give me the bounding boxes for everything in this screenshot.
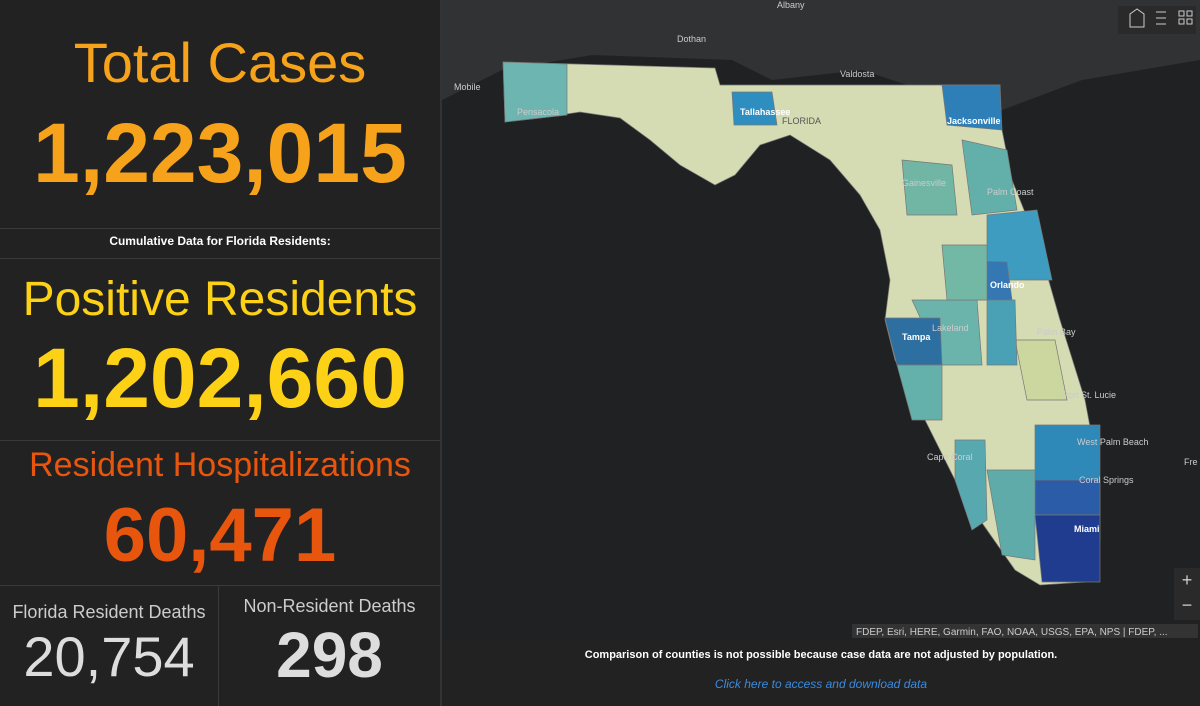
zoom-out[interactable]: − bbox=[1182, 595, 1193, 615]
home-button[interactable] bbox=[1129, 8, 1145, 28]
place-label: Tampa bbox=[902, 332, 931, 342]
place-label: Miami bbox=[1074, 524, 1100, 534]
place-label: Orlando bbox=[990, 280, 1025, 290]
place-label: Dothan bbox=[677, 34, 706, 44]
total-cases-value: 1,223,015 bbox=[33, 106, 407, 200]
place-label: Valdosta bbox=[840, 69, 874, 79]
divider bbox=[0, 258, 440, 259]
place-label: Port St. Lucie bbox=[1062, 390, 1116, 400]
place-label: Cape Coral bbox=[927, 452, 973, 462]
legend-button[interactable] bbox=[1156, 11, 1166, 25]
basemap-button[interactable] bbox=[1178, 10, 1193, 25]
download-link[interactable]: Click here to access and download data bbox=[715, 677, 927, 691]
positive-label: Positive Residents bbox=[22, 273, 418, 326]
place-label: Albany bbox=[777, 0, 805, 10]
florida bbox=[502, 61, 1101, 586]
attribution-bar bbox=[852, 624, 1198, 638]
place-label: FLORIDA bbox=[782, 116, 821, 126]
nonres-value: 298 bbox=[276, 619, 383, 691]
hosp-label: Resident Hospitalizations bbox=[29, 446, 411, 484]
place-label: Palm Bay bbox=[1037, 327, 1076, 337]
left-panel bbox=[0, 0, 442, 706]
place-label: Tallahassee bbox=[740, 107, 790, 117]
place-label: Mobile bbox=[454, 82, 481, 92]
deaths-label: Florida Resident Deaths bbox=[12, 602, 206, 622]
attribution: FDEP, Esri, HERE, Garmin, FAO, NOAA, USG… bbox=[856, 627, 1168, 638]
place-label: Fre bbox=[1184, 457, 1198, 467]
place-label: Pensacola bbox=[517, 107, 559, 117]
footer-note: Comparison of counties is not possible b… bbox=[585, 649, 1057, 661]
footer bbox=[442, 640, 1200, 706]
divider bbox=[0, 440, 440, 441]
subtitle: Cumulative Data for Florida Residents: bbox=[109, 234, 331, 248]
nonres-label: Non-Resident Deaths bbox=[243, 596, 416, 616]
hosp-value: 60,471 bbox=[103, 493, 337, 578]
place-label: Coral Springs bbox=[1079, 475, 1134, 485]
place-label: Jacksonville bbox=[947, 116, 1001, 126]
divider bbox=[0, 585, 440, 586]
zoom-in[interactable]: + bbox=[1182, 570, 1193, 590]
zoom-control[interactable] bbox=[1174, 568, 1200, 620]
divider bbox=[0, 228, 440, 229]
map[interactable]: Albany Dothan Mobile Valdosta Pensacola Talla… bbox=[442, 0, 1200, 706]
place-label: West Palm Beach bbox=[1077, 437, 1148, 447]
place-label: Gainesville bbox=[902, 178, 946, 188]
positive-value: 1,202,660 bbox=[33, 331, 407, 425]
land bbox=[442, 0, 1200, 110]
place-label: Lakeland bbox=[932, 323, 969, 333]
place-label: Palm Coast bbox=[987, 187, 1034, 197]
deaths-value: 20,754 bbox=[23, 625, 195, 688]
total-cases-label: Total Cases bbox=[73, 31, 367, 94]
divider bbox=[218, 585, 219, 706]
